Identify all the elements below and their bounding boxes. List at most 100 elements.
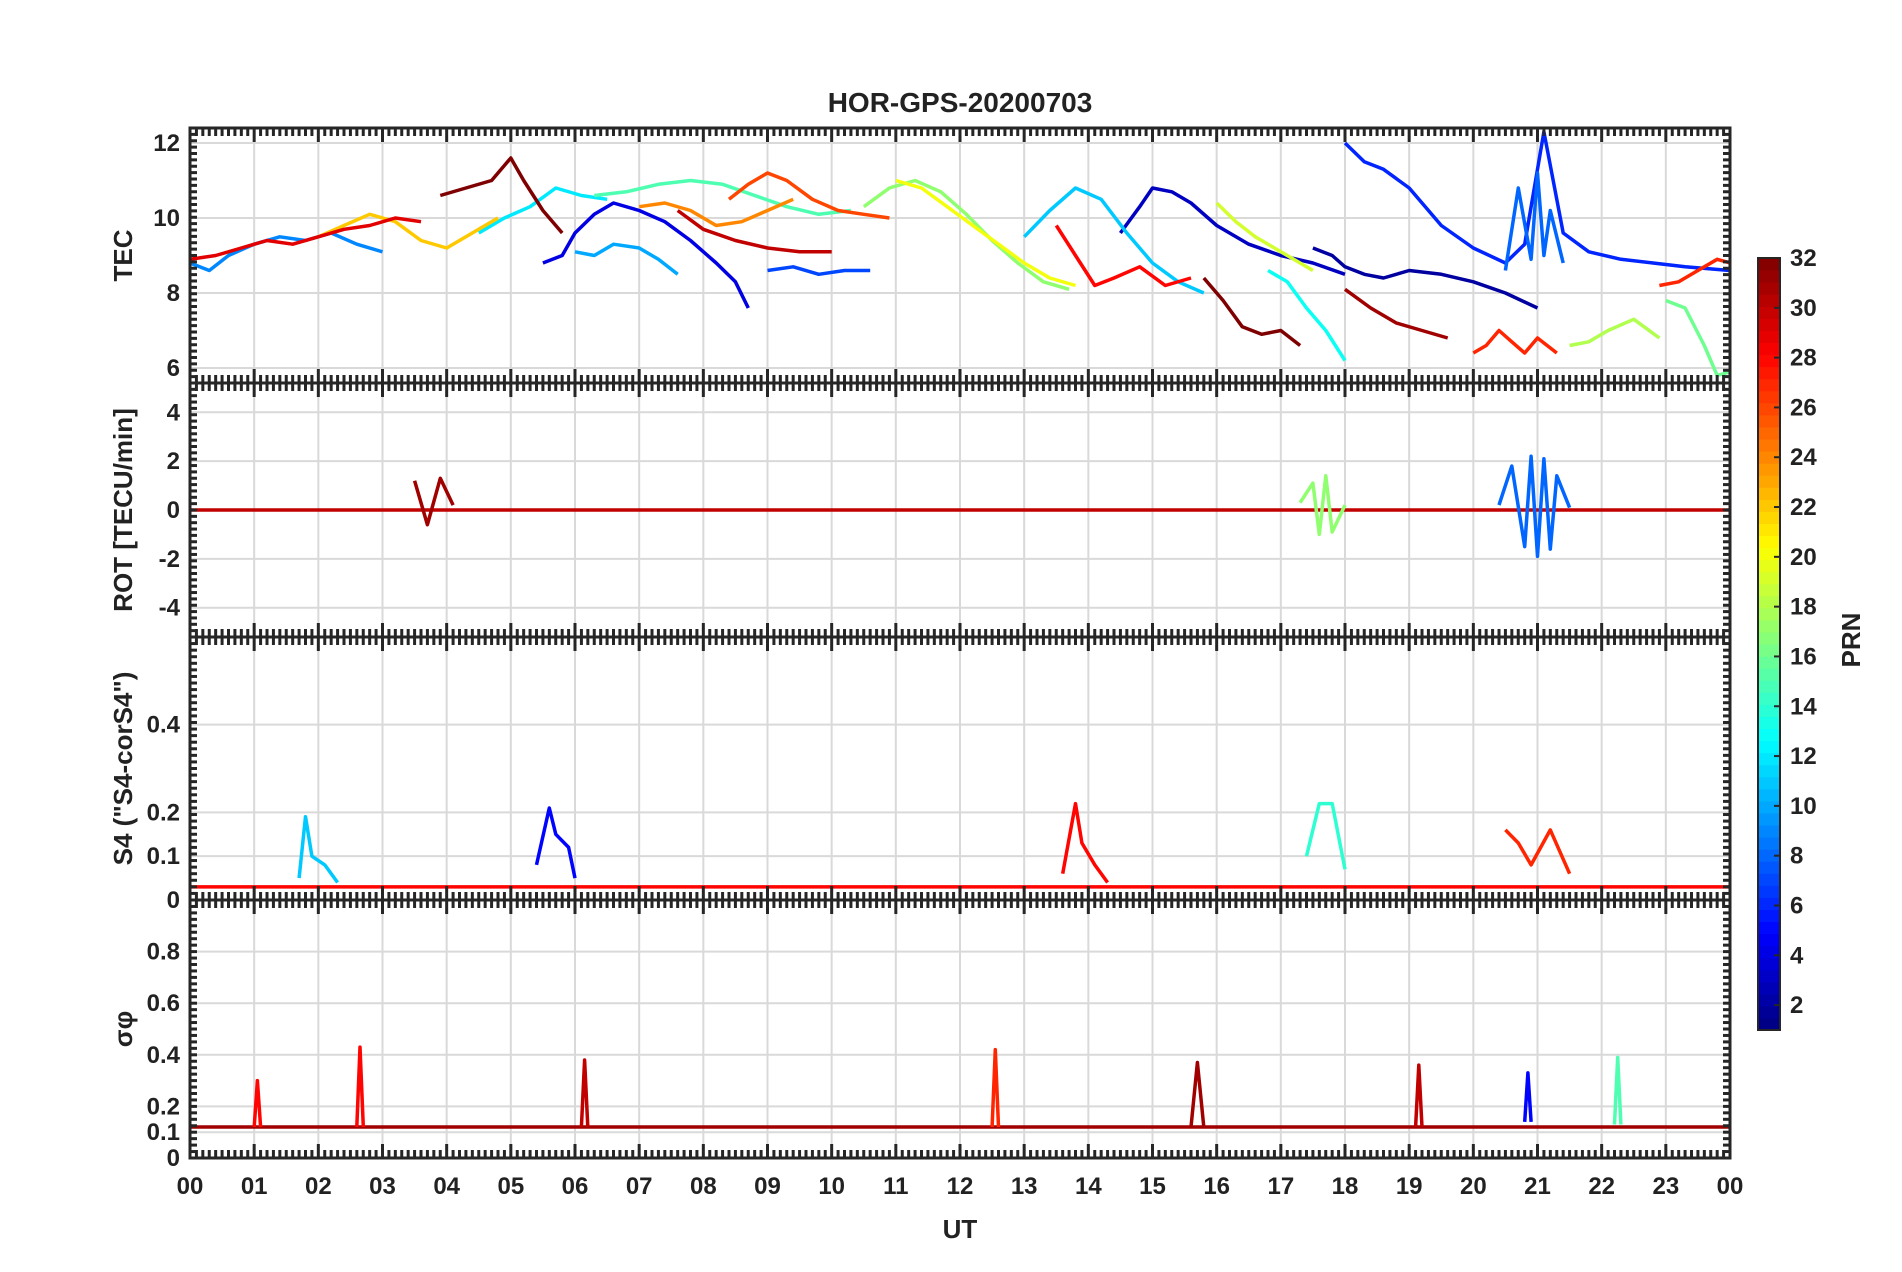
series-line-prn-2	[1312, 246, 1539, 310]
colorbar-tick-label: 8	[1790, 843, 1803, 870]
series-line-prn-17	[1298, 474, 1347, 537]
series-line-prn-8	[1503, 171, 1565, 271]
series-line-prn-28	[252, 1078, 263, 1128]
series-line-prn-13	[1267, 268, 1347, 362]
colorbar-swatch	[1758, 378, 1780, 392]
colorbar-swatch	[1758, 414, 1780, 428]
colorbar-swatch	[1758, 282, 1780, 295]
y-tick-label: 0.1	[147, 843, 180, 870]
x-tick-label: 04	[433, 1173, 460, 1200]
series-line-prn-4	[542, 201, 750, 309]
chart-title: HOR-GPS-20200703	[828, 87, 1093, 118]
y-tick-label: 6	[167, 355, 180, 382]
series-line-prn-15	[594, 178, 852, 217]
series-line-prn-28	[1060, 801, 1110, 884]
series-line-prn-27	[1472, 328, 1558, 355]
series-line-prn-30	[1413, 1063, 1424, 1128]
series-line-prn-3	[1118, 186, 1346, 276]
y-tick-label: 0.4	[147, 712, 181, 739]
y-tick-label: 0.6	[147, 990, 180, 1017]
colorbar-swatch	[1758, 402, 1780, 416]
x-tick-label: 23	[1652, 1173, 1679, 1200]
series-line-prn-15	[1612, 1055, 1623, 1125]
colorbar-swatch	[1758, 451, 1780, 464]
y-axis-label-tec: TEC	[108, 229, 138, 281]
colorbar-swatch	[1758, 776, 1780, 790]
series-line-prn-11	[1022, 186, 1205, 295]
colorbar-tick-label: 16	[1790, 643, 1817, 670]
x-tick-label: 09	[754, 1173, 781, 1200]
colorbar-swatch	[1758, 812, 1780, 826]
y-tick-label: 0.1	[147, 1119, 180, 1146]
colorbar-swatch	[1758, 619, 1780, 633]
series-group	[190, 1045, 1730, 1129]
series-line-prn-31	[412, 476, 455, 527]
colorbar-swatch	[1758, 680, 1780, 693]
y-tick-label: 10	[153, 205, 180, 232]
y-tick-label: 0.2	[147, 799, 180, 826]
y-tick-label: 0.8	[147, 939, 180, 966]
x-tick-label: 13	[1011, 1173, 1038, 1200]
x-tick-label: 19	[1396, 1173, 1423, 1200]
x-tick-label: 18	[1332, 1173, 1359, 1200]
colorbar-label: PRN	[1836, 613, 1866, 668]
colorbar-swatch	[1758, 631, 1780, 645]
x-tick-label: 03	[369, 1173, 396, 1200]
colorbar-swatch	[1758, 475, 1780, 488]
colorbar-swatch	[1758, 837, 1780, 850]
colorbar-swatch	[1758, 885, 1780, 898]
series-line-prn-17	[862, 178, 1070, 291]
series-line-prn-26	[727, 171, 890, 220]
colorbar-swatch	[1758, 523, 1780, 537]
colorbar-swatch	[1758, 270, 1780, 283]
panel-sigma_phi: 00.10.2 0.4 0.6 0.8 σφ	[108, 898, 1732, 1172]
colorbar-swatch	[1758, 342, 1780, 356]
colorbar-tick-label: 12	[1790, 743, 1817, 770]
colorbar-frame	[1757, 257, 1781, 1031]
series-line-prn-31	[1343, 287, 1449, 340]
x-tick-label: 00	[177, 1173, 204, 1200]
colorbar-swatch	[1758, 571, 1780, 585]
colorbar-swatch	[1758, 656, 1780, 669]
colorbar-tick-label: 32	[1790, 245, 1817, 272]
series-group	[190, 130, 1730, 378]
colorbar-swatch	[1758, 740, 1780, 754]
series-line-prn-18	[1569, 317, 1661, 348]
x-tick-label: 16	[1203, 1173, 1230, 1200]
y-tick-label: 2	[167, 448, 180, 475]
series-line-prn-27	[1659, 257, 1730, 288]
y-tick-label: 0	[167, 887, 180, 914]
series-line-prn-27	[1504, 828, 1572, 875]
series-line-prn-32	[439, 156, 564, 235]
x-tick-label: 11	[883, 1173, 908, 1200]
x-tick-label: 17	[1267, 1173, 1294, 1200]
series-line-prn-7	[767, 265, 871, 277]
colorbar-swatch	[1758, 993, 1780, 1007]
colorbar-swatch	[1758, 499, 1780, 512]
series-line-prn-28	[1054, 224, 1192, 288]
y-tick-label: 0	[167, 497, 180, 524]
colorbar-swatch	[1758, 511, 1780, 524]
colorbar-swatch	[1758, 933, 1780, 947]
series-line-prn-27	[990, 1047, 1001, 1128]
series-line-prn-30	[579, 1058, 590, 1128]
series-line-prn-29	[190, 216, 422, 262]
colorbar-swatch	[1758, 909, 1780, 923]
colorbar-swatch	[1758, 607, 1780, 621]
colorbar-swatch	[1758, 330, 1780, 344]
series-line-prn-10	[574, 242, 679, 276]
y-tick-label: 0.2	[147, 1093, 180, 1120]
colorbar-tick-label: 6	[1790, 892, 1803, 919]
colorbar-swatch	[1758, 764, 1780, 778]
colorbar-swatch	[1758, 487, 1780, 500]
series-line-prn-30	[676, 209, 832, 254]
colorbar-swatch	[1758, 981, 1780, 995]
series-line-prn-11	[297, 814, 340, 884]
colorbar-swatch	[1758, 728, 1780, 742]
y-tick-label: -2	[159, 546, 180, 573]
colorbar-swatch	[1758, 354, 1780, 368]
x-tick-label: 08	[690, 1173, 717, 1200]
